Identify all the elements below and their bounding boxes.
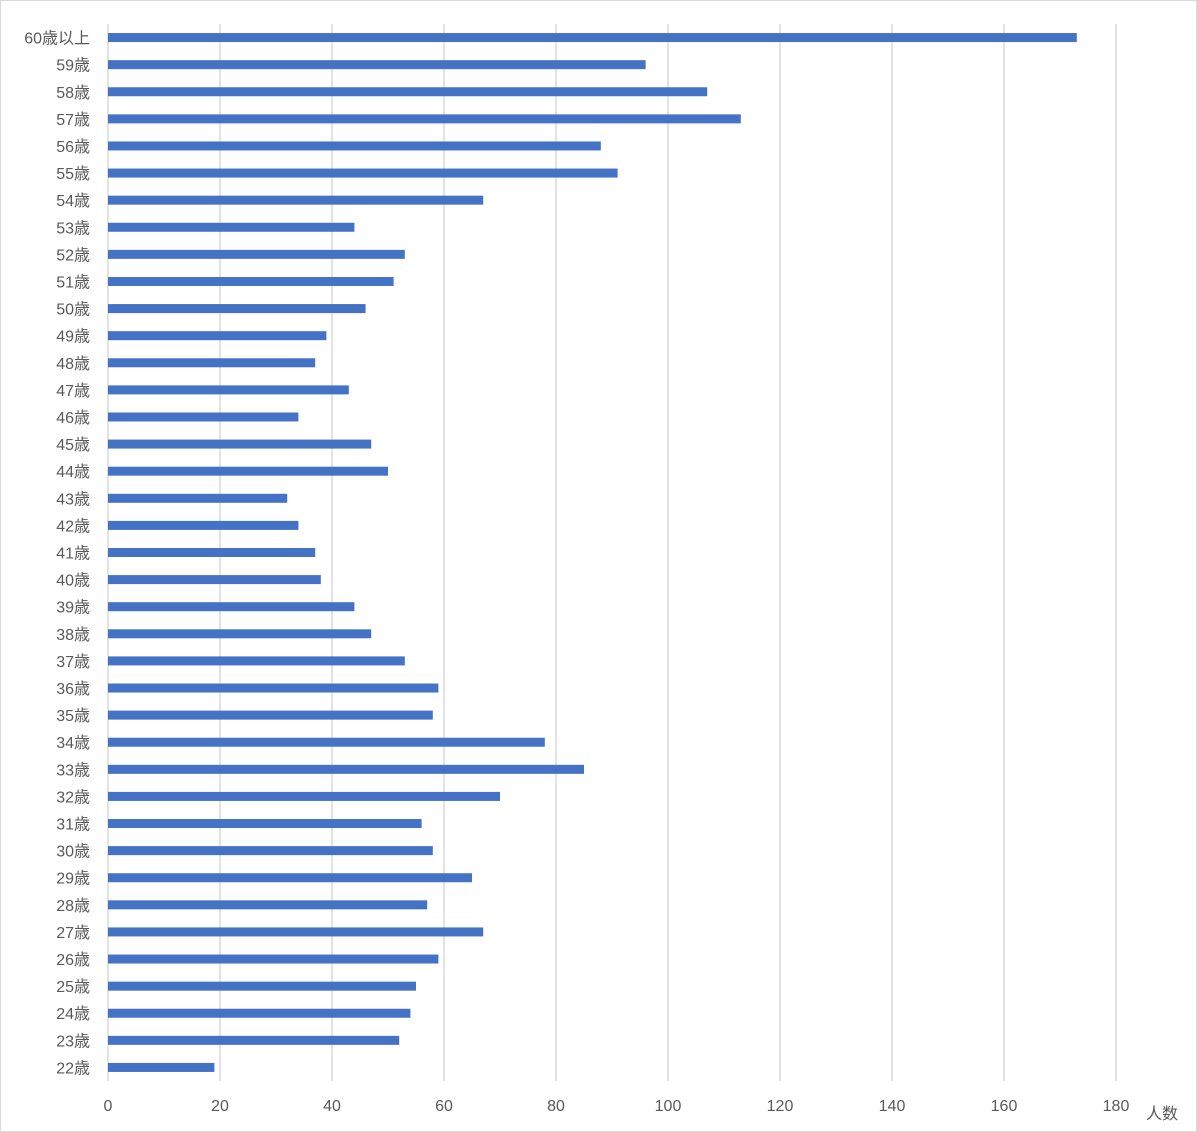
bar [108,764,584,774]
bar [108,981,416,991]
bar [108,439,372,449]
category-label: 23歳 [56,1032,90,1050]
bar [108,114,741,124]
category-label: 31歳 [56,816,90,834]
x-tick-label: 180 [1103,1098,1130,1115]
bar [108,683,439,693]
category-label: 55歳 [56,165,90,183]
bar [108,1062,215,1072]
category-label: 24歳 [56,1005,90,1023]
category-label: 50歳 [56,301,90,319]
category-label: 30歳 [56,843,90,861]
x-axis-title: 人数 [1146,1105,1178,1123]
category-label: 28歳 [56,897,90,915]
x-tick-labels: 0 20 40 60 80 100 120 140 160 180 [104,1098,1130,1115]
x-tick-label: 120 [767,1098,794,1115]
category-label: 27歳 [56,924,90,942]
bar [108,168,618,178]
bar [108,520,299,530]
category-label: 58歳 [56,84,90,102]
category-label: 34歳 [56,734,90,752]
category-label: 56歳 [56,138,90,156]
bar [108,304,366,314]
category-label: 51歳 [56,273,90,291]
category-label: 40歳 [56,572,90,590]
bar [108,656,405,666]
x-tick-label: 0 [104,1098,113,1115]
category-label: 53歳 [56,219,90,237]
bar [108,331,327,341]
category-label: 57歳 [56,111,90,129]
category-label: 37歳 [56,653,90,671]
category-label: 60歳以上 [24,30,90,48]
bar [108,927,484,937]
bar [108,358,316,368]
category-label: 39歳 [56,599,90,617]
x-tick-label: 100 [655,1098,682,1115]
x-tick-label: 140 [879,1098,906,1115]
category-label: 48歳 [56,355,90,373]
category-label: 29歳 [56,870,90,888]
category-label: 54歳 [56,192,90,210]
bar [108,602,355,612]
bar [108,710,433,720]
bar [108,141,601,151]
category-label: 44歳 [56,463,90,481]
bar [108,900,428,910]
bar [108,33,1077,43]
category-label: 43歳 [56,490,90,508]
category-label: 59歳 [56,57,90,75]
category-label: 47歳 [56,382,90,400]
bar [108,1035,400,1045]
category-label: 41歳 [56,545,90,563]
category-label: 26歳 [56,951,90,969]
bar [108,846,433,856]
bar [108,737,545,747]
bars [108,33,1077,1072]
bar [108,873,472,883]
bar [108,249,405,259]
bar [108,791,500,801]
category-label: 35歳 [56,707,90,725]
x-tick-label: 40 [323,1098,341,1115]
category-label: 22歳 [56,1059,90,1077]
bar [108,385,349,395]
bar [108,575,321,585]
category-label: 49歳 [56,328,90,346]
bar [108,276,394,286]
bar [108,819,422,829]
bar [108,548,316,557]
category-label: 45歳 [56,436,90,454]
bar [108,412,299,422]
bar [108,1008,411,1018]
x-tick-label: 60 [435,1098,453,1115]
bar [108,195,484,205]
bar [108,466,388,476]
category-label: 38歳 [56,626,90,644]
x-tick-label: 20 [211,1098,229,1115]
category-label: 25歳 [56,978,90,996]
category-label: 46歳 [56,409,90,427]
category-label: 42歳 [56,517,90,535]
category-label: 52歳 [56,246,90,264]
x-tick-label: 160 [991,1098,1018,1115]
category-label: 33歳 [56,761,90,779]
category-labels: 60歳以上 59歳 58歳 57歳 56歳 55歳 54歳 53歳 52歳 51歳 50歳 49歳 48… [24,30,90,1078]
bar [108,954,439,964]
category-label: 36歳 [56,680,90,698]
bar [108,493,288,503]
bar [108,222,355,232]
bar [108,629,372,639]
bar [108,60,646,70]
bar [108,87,708,97]
x-tick-label: 80 [547,1098,565,1115]
category-label: 32歳 [56,788,90,806]
